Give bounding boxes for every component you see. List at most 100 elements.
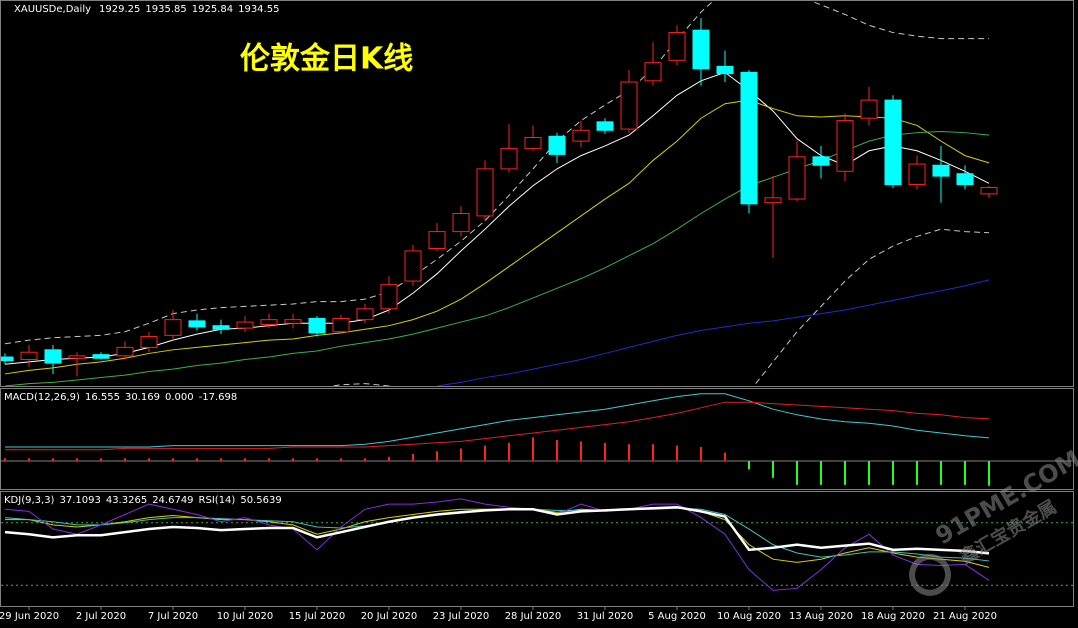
open-value: 1929.25 (99, 4, 140, 15)
kdj-header: KDJ(9,3,3) 37.1093 43.3265 24.6749 RSI(14) 50… (4, 495, 282, 506)
main-panel-frame (0, 0, 1074, 387)
histogram-bar (364, 458, 366, 461)
histogram-bar (196, 458, 198, 461)
histogram-bar (556, 440, 558, 461)
histogram-bar (580, 441, 582, 461)
main-plot (1, 1, 998, 386)
x-tick-label: 29 Jun 2020 (0, 611, 59, 622)
x-tick-label: 5 Aug 2020 (648, 611, 706, 622)
kdj-label: KDJ(9,3,3) (4, 495, 55, 506)
histogram-bar (892, 461, 894, 485)
histogram-bar (868, 461, 870, 485)
x-tick-label: 13 Aug 2020 (789, 611, 853, 622)
candle-body (524, 137, 542, 149)
histogram-bar (100, 458, 102, 461)
histogram-bar (460, 448, 462, 461)
x-tick-label: 15 Jul 2020 (289, 611, 346, 622)
candle-body (452, 213, 470, 233)
x-tick-label: 23 Jul 2020 (433, 611, 490, 622)
x-tick-label: 10 Jul 2020 (217, 611, 274, 622)
candle-body (764, 197, 782, 204)
d-value: 43.3265 (106, 495, 147, 506)
candle-body (956, 173, 974, 186)
candle-body (260, 319, 278, 325)
signal-value: 30.169 (125, 392, 160, 403)
candle-body (308, 317, 326, 334)
candle-body (836, 120, 854, 172)
main-header: XAUUSDe,Daily 1929.25 1935.85 1925.84 1934.5… (14, 4, 279, 15)
histogram-bar (52, 458, 54, 461)
candle-body (476, 168, 494, 217)
extra-value: 0.000 (165, 392, 194, 403)
histogram-value: -17.698 (199, 392, 238, 403)
histogram-bar (244, 458, 246, 461)
histogram-bar (916, 461, 918, 485)
histogram-bar (844, 461, 846, 485)
x-tick-label: 31 Jul 2020 (577, 611, 634, 622)
candle-body (500, 147, 518, 170)
histogram-bar (268, 458, 270, 461)
candle-body (908, 163, 926, 186)
candle-body (332, 317, 350, 333)
candle-body (212, 325, 230, 330)
candle-body (68, 355, 86, 359)
candle-body (380, 284, 398, 310)
histogram-bar (148, 458, 150, 461)
x-tick-label: 10 Aug 2020 (717, 611, 781, 622)
histogram-bar (340, 458, 342, 461)
candle-body (188, 320, 206, 328)
histogram-bar (412, 454, 414, 461)
candle-body (92, 354, 110, 359)
histogram-bar (220, 458, 222, 461)
histogram-bar (700, 447, 702, 461)
candle-body (140, 336, 158, 348)
histogram-bar (76, 458, 78, 461)
macd-value: 16.555 (85, 392, 120, 403)
indicator-line (5, 393, 990, 448)
histogram-bar (172, 458, 174, 461)
histogram-bar (532, 437, 534, 461)
histogram-bar (508, 442, 510, 461)
histogram-bar (964, 461, 966, 485)
candle-body (1, 356, 14, 362)
x-tick-label: 7 Jul 2020 (148, 611, 198, 622)
candle-body (740, 71, 758, 205)
candle-body (716, 65, 734, 75)
histogram-bar (292, 458, 294, 461)
candle-body (860, 99, 878, 119)
candle-body (356, 308, 374, 321)
kdj-plot (1, 498, 1073, 591)
histogram-bar (940, 461, 942, 485)
low-value: 1925.84 (192, 4, 233, 15)
candle-body (980, 187, 998, 195)
x-tick-label: 18 Aug 2020 (861, 611, 925, 622)
j-value: 24.6749 (152, 495, 193, 506)
symbol: XAUUSDe,Daily (14, 4, 91, 15)
close-value: 1934.55 (238, 4, 279, 15)
indicator-line (5, 401, 990, 451)
histogram-bar (316, 458, 318, 461)
kdj-panel-frame (0, 491, 1074, 607)
candle-body (236, 321, 254, 329)
candle-body (284, 319, 302, 324)
histogram-bar (748, 461, 750, 470)
candle-body (116, 346, 134, 357)
candle-body (164, 319, 182, 336)
histogram-bar (4, 458, 6, 461)
macd-panel-frame (0, 388, 1074, 490)
candle-body (788, 156, 806, 200)
chart-title: 伦敦金日K线 (240, 42, 413, 77)
candle-body (572, 129, 590, 142)
indicator-line (436, 279, 990, 386)
indicator-line (4, 1, 989, 345)
histogram-bar (484, 445, 486, 461)
histogram-bar (124, 458, 126, 461)
candle-body (404, 250, 422, 282)
candle-body (20, 351, 38, 360)
macd-label: MACD(12,26,9) (4, 392, 80, 403)
histogram-bar (796, 461, 798, 485)
candle-body (596, 121, 614, 131)
rsi-value: 50.5639 (240, 495, 281, 506)
histogram-bar (676, 445, 678, 461)
